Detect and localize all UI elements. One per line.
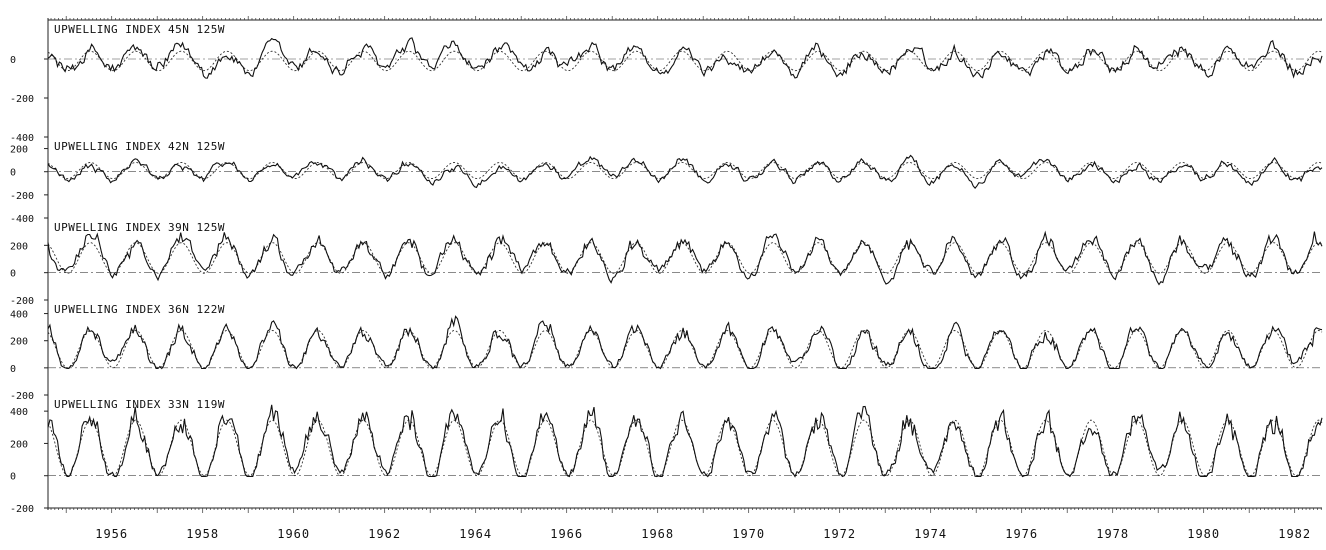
panels: UPWELLING INDEX 45N 125W0-200-400UPWELLI… (10, 18, 1323, 515)
x-tick-label: 1972 (823, 527, 856, 541)
x-tick-label: 1968 (641, 527, 674, 541)
series-monthly (47, 37, 1323, 79)
x-tick-label: 1960 (277, 527, 310, 541)
y-tick-label: 400 (10, 407, 28, 418)
panel-1: UPWELLING INDEX 45N 125W 0 -200 -400 (10, 23, 1323, 144)
series-climatology (47, 50, 1323, 72)
x-tick-label: 1980 (1187, 527, 1220, 541)
y-tick-label: 0 (10, 472, 16, 483)
panel-title: UPWELLING INDEX 45N 125W (54, 23, 225, 36)
y-tick-label: 200 (10, 241, 28, 252)
panel-3: UPWELLING INDEX 39N 125W 200 0 -200 (10, 221, 1323, 307)
y-tick-label: 0 (10, 269, 16, 280)
panel-title: UPWELLING INDEX 33N 119W (54, 398, 225, 411)
panel-title: UPWELLING INDEX 39N 125W (54, 221, 225, 234)
y-tick-label: -200 (10, 191, 34, 202)
y-tick-label: 0 (10, 55, 16, 66)
tick-marks (48, 16, 1322, 513)
panel-2: UPWELLING INDEX 42N 125W 200 0 -200 -400 (10, 140, 1323, 225)
panel-5: UPWELLING INDEX 33N 119W 400 200 0 -200 (10, 398, 1323, 515)
x-tick-label: 1974 (914, 527, 947, 541)
y-tick-label: 200 (10, 145, 28, 156)
x-axis: 1956 1958 1960 1962 1964 1966 1968 1970 1972 1974… (95, 527, 1311, 541)
y-tick-label: -200 (10, 296, 34, 307)
panel-title: UPWELLING INDEX 36N 122W (54, 303, 225, 316)
x-tick-label: 1982 (1278, 527, 1311, 541)
x-tick-label: 1970 (732, 527, 765, 541)
y-tick-label: -200 (10, 504, 34, 515)
series-monthly (47, 154, 1323, 189)
x-tick-label: 1966 (550, 527, 583, 541)
x-tick-label: 1962 (368, 527, 401, 541)
y-tick-label: 200 (10, 439, 28, 450)
panel-4: UPWELLING INDEX 36N 122W 400 200 0 -200 (10, 303, 1323, 402)
x-tick-label: 1976 (1005, 527, 1038, 541)
y-tick-label: -200 (10, 94, 34, 105)
x-tick-label: 1964 (459, 527, 492, 541)
y-tick-label: -400 (10, 133, 34, 144)
y-tick-label: -400 (10, 214, 34, 225)
x-tick-label: 1956 (95, 527, 128, 541)
y-tick-label: 200 (10, 337, 28, 348)
series-monthly (47, 315, 1323, 370)
y-tick-label: 0 (10, 364, 16, 375)
y-tick-label: 400 (10, 310, 28, 321)
y-tick-label: 0 (10, 168, 16, 179)
series-climatology (47, 242, 1323, 274)
panel-title: UPWELLING INDEX 42N 125W (54, 140, 225, 153)
series-climatology (47, 330, 1323, 369)
x-tick-label: 1958 (186, 527, 219, 541)
x-tick-label: 1978 (1096, 527, 1129, 541)
y-tick-label: -200 (10, 391, 34, 402)
series-monthly (47, 404, 1323, 478)
series-monthly (47, 230, 1323, 286)
